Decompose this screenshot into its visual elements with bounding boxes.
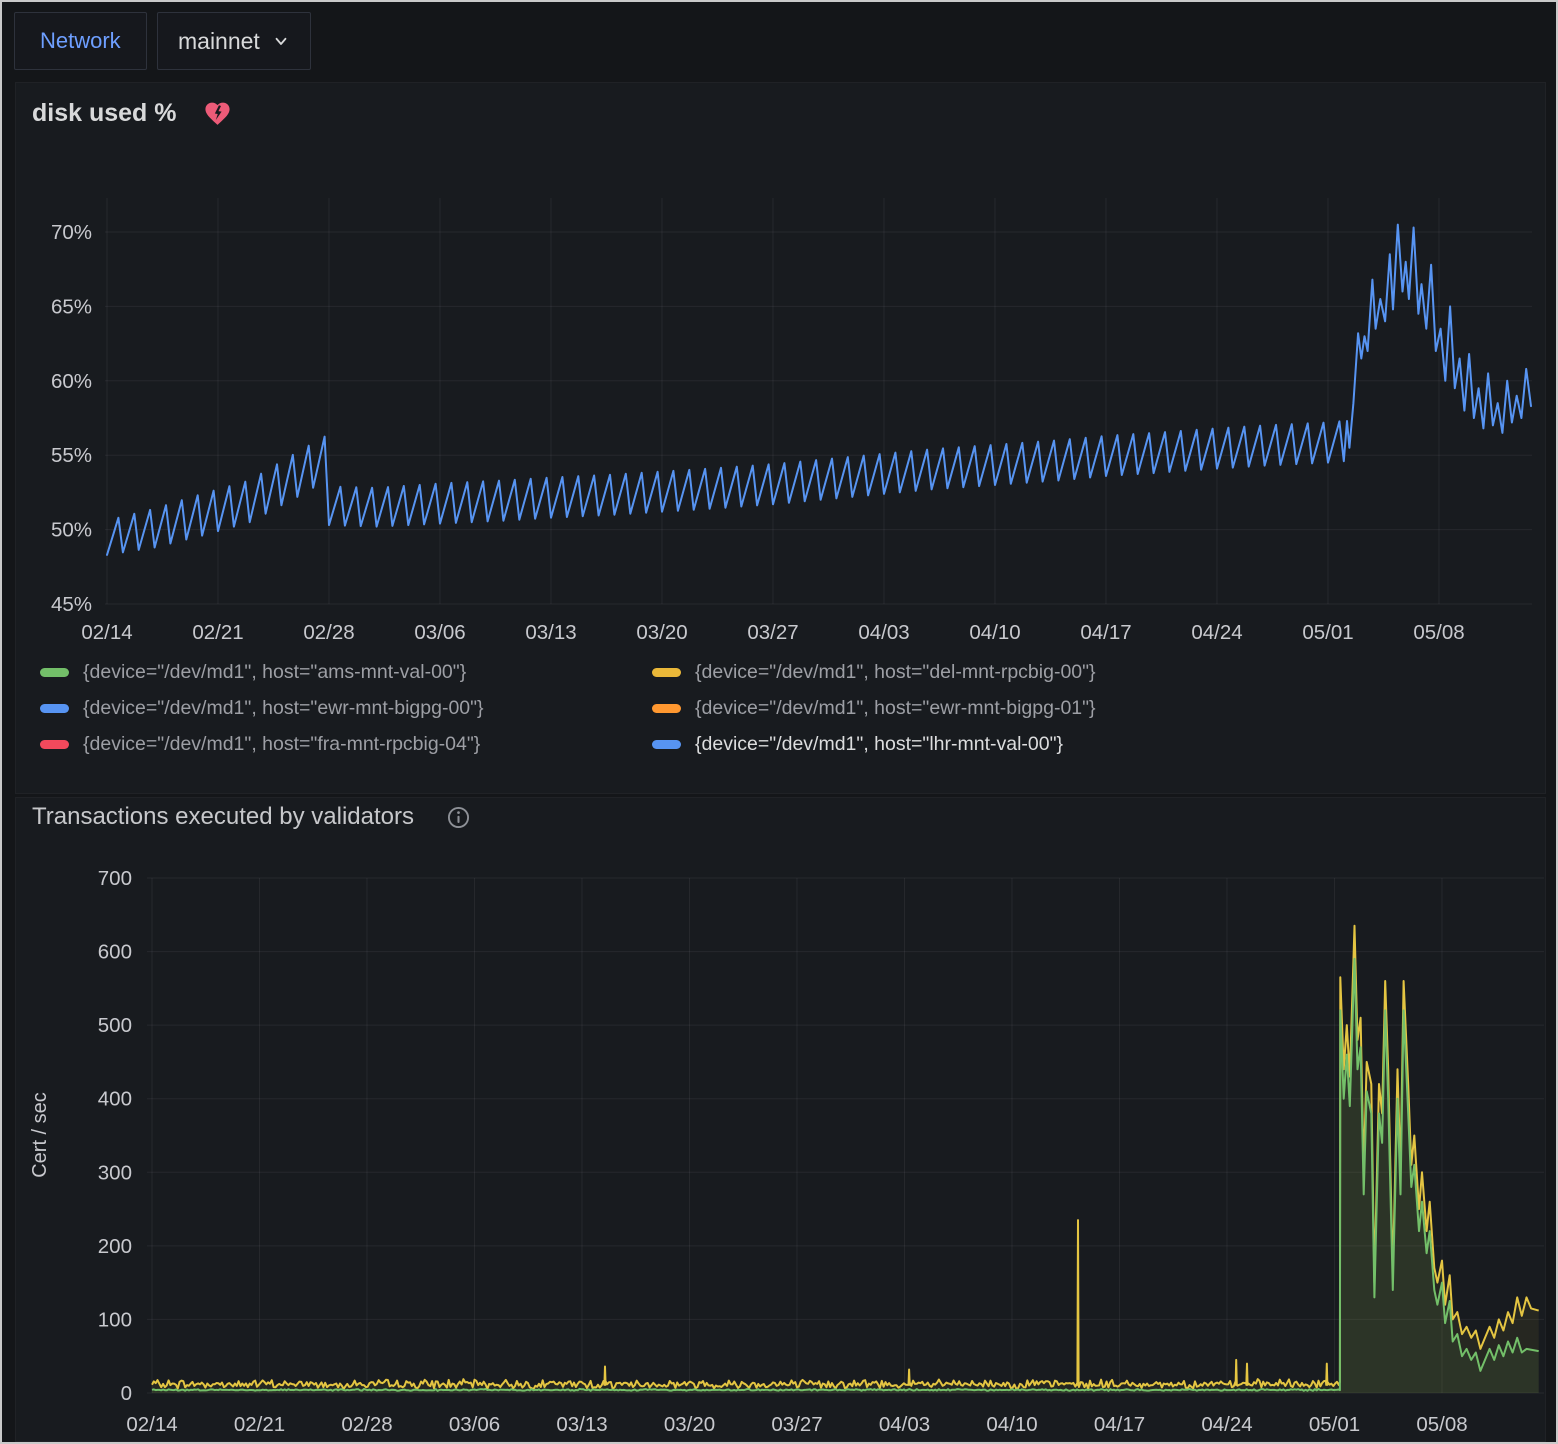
- legend-item[interactable]: {device="/dev/md1", host="ams-mnt-val-00…: [40, 661, 652, 684]
- legend-series-label: {device="/dev/md1", host="ams-mnt-val-00…: [83, 661, 467, 683]
- x-tick-label: 05/01: [1309, 1413, 1360, 1436]
- y-tick-label: 0: [121, 1382, 132, 1405]
- x-tick-label: 04/10: [986, 1413, 1037, 1436]
- tx-series-fill: [152, 925, 1539, 1393]
- disk-used-panel-header: disk used %: [32, 99, 232, 128]
- x-tick-label: 05/08: [1416, 1413, 1467, 1436]
- y-tick-label: 50%: [51, 519, 92, 542]
- dashboard-header: Network mainnet: [4, 4, 1554, 78]
- disk-used-panel: disk used % 02/14 02/21 02/28 03/06 03/13 03/…: [15, 82, 1546, 794]
- x-tick-label: 02/14: [81, 621, 132, 644]
- tx-series-fill: [152, 958, 1539, 1393]
- legend-series-marker: [652, 704, 681, 713]
- legend-item[interactable]: {device="/dev/md1", host="fra-mnt-rpcbig…: [40, 733, 652, 756]
- legend-item[interactable]: {device="/dev/md1", host="ewr-mnt-bigpg-…: [40, 697, 652, 720]
- x-tick-label: 02/21: [192, 621, 243, 644]
- network-value-text: mainnet: [178, 27, 260, 54]
- info-circle-icon[interactable]: [446, 805, 471, 830]
- legend-series-marker: [652, 740, 681, 749]
- x-tick-label: 04/03: [858, 621, 909, 644]
- heart-break-icon: [203, 99, 232, 128]
- network-variable-label: Network: [14, 12, 147, 70]
- x-tick-label: 03/13: [556, 1413, 607, 1436]
- legend-item[interactable]: {device="/dev/md1", host="del-mnt-rpcbig…: [652, 661, 1096, 684]
- transactions-chart[interactable]: 02/14 02/21 02/28 03/06 03/13 03/20 03/27 04/03…: [16, 798, 1545, 1441]
- legend-series-label: {device="/dev/md1", host="lhr-mnt-val-00…: [695, 733, 1064, 755]
- network-label-text: Network: [40, 28, 121, 53]
- x-tick-label: 04/10: [969, 621, 1020, 644]
- x-tick-label: 02/14: [126, 1413, 177, 1436]
- legend-series-marker: [652, 668, 681, 677]
- y-tick-label: 400: [98, 1088, 132, 1111]
- tx-series-line: [151, 924, 1539, 1391]
- legend-item[interactable]: {device="/dev/md1", host="ewr-mnt-bigpg-…: [652, 697, 1096, 720]
- y-tick-label: 500: [98, 1014, 132, 1037]
- y-tick-label: 65%: [51, 295, 92, 318]
- x-tick-label: 05/01: [1302, 621, 1353, 644]
- network-variable-dropdown[interactable]: mainnet: [157, 12, 311, 70]
- legend-item[interactable]: {device="/dev/md1", host="lhr-mnt-val-00…: [652, 733, 1063, 756]
- y-tick-label: 200: [98, 1235, 132, 1258]
- legend-row: {device="/dev/md1", host="ewr-mnt-bigpg-…: [40, 697, 1525, 720]
- y-axis-title: Cert / sec: [29, 1092, 51, 1178]
- y-tick-label: 100: [98, 1308, 132, 1331]
- disk-chart-legend: {device="/dev/md1", host="ams-mnt-val-00…: [40, 661, 1525, 756]
- disk-chart-grid: [105, 198, 1532, 605]
- x-tick-label: 03/20: [636, 621, 687, 644]
- transactions-panel-title[interactable]: Transactions executed by validators: [32, 803, 414, 830]
- y-tick-label: 700: [98, 867, 132, 890]
- legend-series-marker: [40, 704, 69, 713]
- x-tick-label: 02/21: [234, 1413, 285, 1436]
- legend-series-marker: [40, 668, 69, 677]
- x-tick-label: 03/27: [747, 621, 798, 644]
- x-tick-label: 02/28: [341, 1413, 392, 1436]
- disk-used-panel-title[interactable]: disk used %: [32, 99, 177, 127]
- x-tick-label: 04/24: [1201, 1413, 1252, 1436]
- tx-series-line: [151, 957, 1539, 1392]
- x-tick-label: 04/24: [1191, 621, 1242, 644]
- y-tick-label: 70%: [51, 221, 92, 244]
- tx-chart-grid: [147, 877, 1544, 1394]
- disk-usage-chart[interactable]: 02/14 02/21 02/28 03/06 03/13 03/20 03/27 04/03…: [16, 83, 1545, 793]
- chevron-down-icon: [275, 37, 287, 45]
- x-tick-label: 05/08: [1413, 621, 1464, 644]
- transactions-panel-header: Transactions executed by validators: [32, 803, 471, 831]
- x-tick-label: 03/06: [449, 1413, 500, 1436]
- legend-row: {device="/dev/md1", host="ams-mnt-val-00…: [40, 661, 1525, 684]
- x-tick-label: 02/28: [303, 621, 354, 644]
- y-tick-label: 300: [98, 1161, 132, 1184]
- legend-series-marker: [40, 740, 69, 749]
- legend-series-label: {device="/dev/md1", host="fra-mnt-rpcbig…: [83, 733, 481, 755]
- legend-series-label: {device="/dev/md1", host="del-mnt-rpcbig…: [695, 661, 1096, 683]
- x-tick-label: 03/27: [771, 1413, 822, 1436]
- legend-row: {device="/dev/md1", host="fra-mnt-rpcbig…: [40, 733, 1525, 756]
- legend-series-label: {device="/dev/md1", host="ewr-mnt-bigpg-…: [695, 697, 1096, 719]
- disk-series-line: [106, 223, 1532, 556]
- y-tick-label: 45%: [51, 593, 92, 616]
- y-tick-label: 600: [98, 941, 132, 964]
- x-tick-label: 04/17: [1094, 1413, 1145, 1436]
- x-tick-label: 03/13: [525, 621, 576, 644]
- x-tick-label: 03/20: [664, 1413, 715, 1436]
- y-tick-label: 60%: [51, 370, 92, 393]
- x-tick-label: 04/03: [879, 1413, 930, 1436]
- y-tick-label: 55%: [51, 444, 92, 467]
- legend-series-label: {device="/dev/md1", host="ewr-mnt-bigpg-…: [83, 697, 484, 719]
- x-tick-label: 04/17: [1080, 621, 1131, 644]
- x-tick-label: 03/06: [414, 621, 465, 644]
- transactions-panel: Transactions executed by validators 02/1…: [15, 797, 1546, 1442]
